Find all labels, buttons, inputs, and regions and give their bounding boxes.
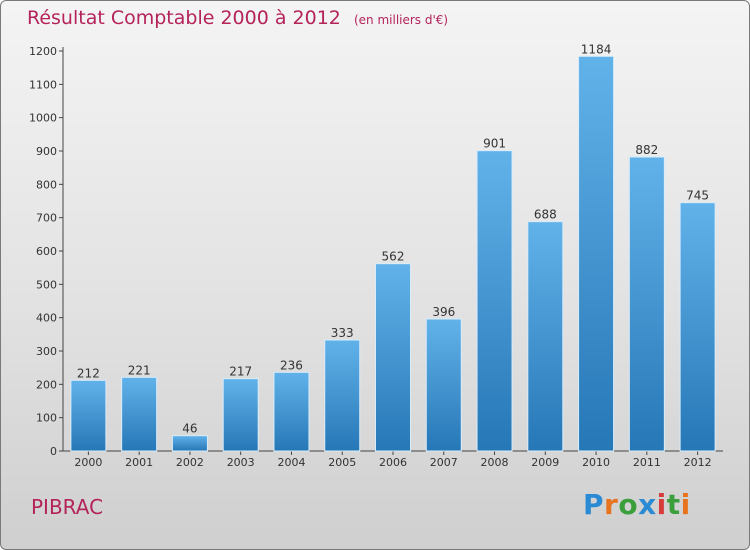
y-tick-label: 500 xyxy=(36,278,57,291)
chart-title: Résultat Comptable 2000 à 2012 (en milli… xyxy=(27,7,448,29)
x-tick-label: 2003 xyxy=(227,456,255,469)
x-tick-label: 2010 xyxy=(582,456,610,469)
x-tick-label: 2006 xyxy=(379,456,407,469)
logo-letter: o xyxy=(618,488,639,521)
x-tick-label: 2009 xyxy=(531,456,559,469)
data-label: 333 xyxy=(331,326,354,340)
y-tick-label: 0 xyxy=(50,445,57,458)
y-tick-label: 800 xyxy=(36,178,57,191)
bar xyxy=(578,55,615,452)
data-label: 562 xyxy=(382,250,405,264)
bar xyxy=(476,150,513,452)
logo-letter: r xyxy=(604,488,619,521)
x-tick-label: 2004 xyxy=(277,456,305,469)
bar xyxy=(628,156,665,452)
chart-bars xyxy=(70,55,716,452)
data-label: 901 xyxy=(483,137,506,151)
y-tick-label: 1200 xyxy=(29,45,57,58)
data-label: 882 xyxy=(635,143,658,157)
bar xyxy=(375,263,411,452)
y-tick-label: 200 xyxy=(36,378,57,391)
logo-letter: i xyxy=(680,488,691,521)
bar xyxy=(425,318,462,452)
proxiti-logo[interactable]: Proxiti xyxy=(583,488,691,521)
bar xyxy=(70,379,107,452)
commune-name: PIBRAC xyxy=(31,495,104,519)
data-label: 236 xyxy=(280,358,303,372)
y-tick-label: 400 xyxy=(36,312,57,325)
y-tick-label: 300 xyxy=(36,345,57,358)
title-unit: (en milliers d'€) xyxy=(353,13,449,27)
x-tick-label: 2002 xyxy=(176,456,204,469)
y-tick-label: 1000 xyxy=(29,112,57,125)
x-tick-label: 2011 xyxy=(633,456,661,469)
data-label: 396 xyxy=(432,305,455,319)
logo-letter: i xyxy=(656,488,667,521)
y-tick-label: 100 xyxy=(36,412,57,425)
data-label: 221 xyxy=(128,363,151,377)
bar xyxy=(222,378,259,452)
bar xyxy=(171,435,208,452)
data-label: 212 xyxy=(77,366,100,380)
logo-letter: P xyxy=(583,488,605,521)
data-label: 745 xyxy=(686,189,709,203)
y-tick-label: 700 xyxy=(36,212,57,225)
data-label: 1184 xyxy=(581,42,612,56)
bar xyxy=(527,221,564,452)
x-tick-label: 2012 xyxy=(684,456,712,469)
logo-letter: t xyxy=(666,488,681,521)
bar xyxy=(679,202,716,452)
data-label: 217 xyxy=(229,365,252,379)
y-tick-label: 1100 xyxy=(29,78,57,91)
data-label: 46 xyxy=(182,422,197,436)
bar xyxy=(121,376,158,452)
data-label: 688 xyxy=(534,208,557,222)
bar xyxy=(324,339,361,452)
y-tick-label: 600 xyxy=(36,245,57,258)
x-tick-label: 2007 xyxy=(430,456,458,469)
y-tick-label: 900 xyxy=(36,145,57,158)
bar xyxy=(273,371,310,452)
x-tick-label: 2005 xyxy=(328,456,356,469)
x-tick-label: 2001 xyxy=(125,456,153,469)
logo-letter: x xyxy=(638,488,657,521)
chart-labels: 212 221 46 217 236 333 562 396 901 688 1184 882 745 xyxy=(77,42,709,435)
title-text: Résultat Comptable 2000 à 2012 xyxy=(27,7,341,29)
x-tick-label: 2008 xyxy=(481,456,509,469)
x-tick-label: 2000 xyxy=(74,456,102,469)
